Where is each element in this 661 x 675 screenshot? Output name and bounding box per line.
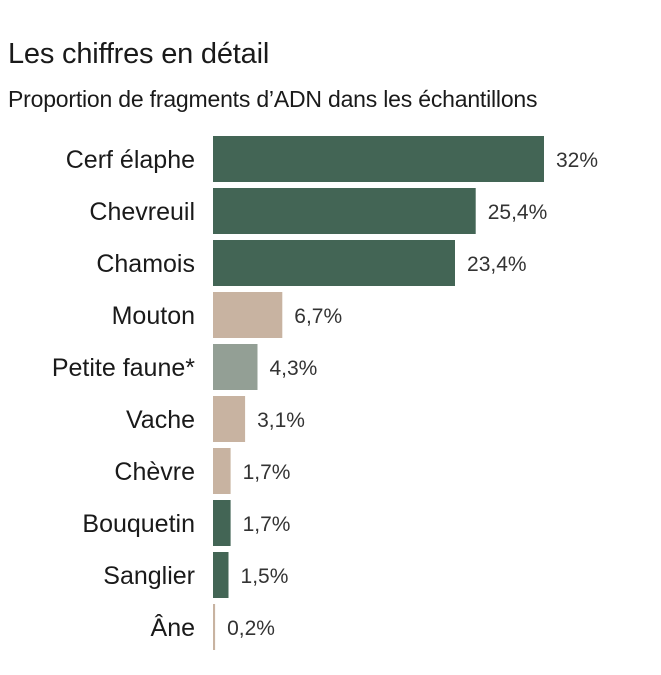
category-label: Bouquetin (82, 510, 195, 538)
bar-0 (213, 136, 544, 182)
category-label: Chèvre (114, 458, 195, 486)
chart-subtitle: Proportion de fragments d’ADN dans les é… (8, 86, 538, 112)
category-label: Cerf élaphe (66, 146, 195, 174)
value-label: 23,4% (467, 253, 527, 276)
bar-4 (213, 344, 258, 390)
category-label: Mouton (112, 302, 195, 330)
category-label: Âne (151, 613, 195, 642)
category-label: Vache (126, 406, 195, 434)
category-label: Chevreuil (89, 198, 195, 226)
bar-2 (213, 240, 455, 286)
value-label: 0,2% (227, 617, 275, 640)
bar-1 (213, 188, 476, 234)
bar-3 (213, 292, 283, 338)
bar-9 (213, 604, 216, 650)
category-label: Sanglier (103, 562, 195, 590)
bar-6 (213, 448, 231, 494)
value-label: 1,5% (241, 565, 289, 588)
value-label: 25,4% (488, 201, 548, 224)
value-label: 3,1% (257, 409, 305, 432)
value-label: 6,7% (294, 305, 342, 328)
value-label: 1,7% (243, 513, 291, 536)
bar-8 (213, 552, 229, 598)
bar-7 (213, 500, 231, 546)
chart-title: Les chiffres en détail (8, 38, 270, 70)
value-label: 4,3% (269, 357, 317, 380)
value-label: 32% (556, 149, 598, 172)
category-label: Chamois (96, 250, 195, 278)
value-label: 1,7% (243, 461, 291, 484)
bar-5 (213, 396, 246, 442)
category-label: Petite faune* (52, 354, 195, 382)
